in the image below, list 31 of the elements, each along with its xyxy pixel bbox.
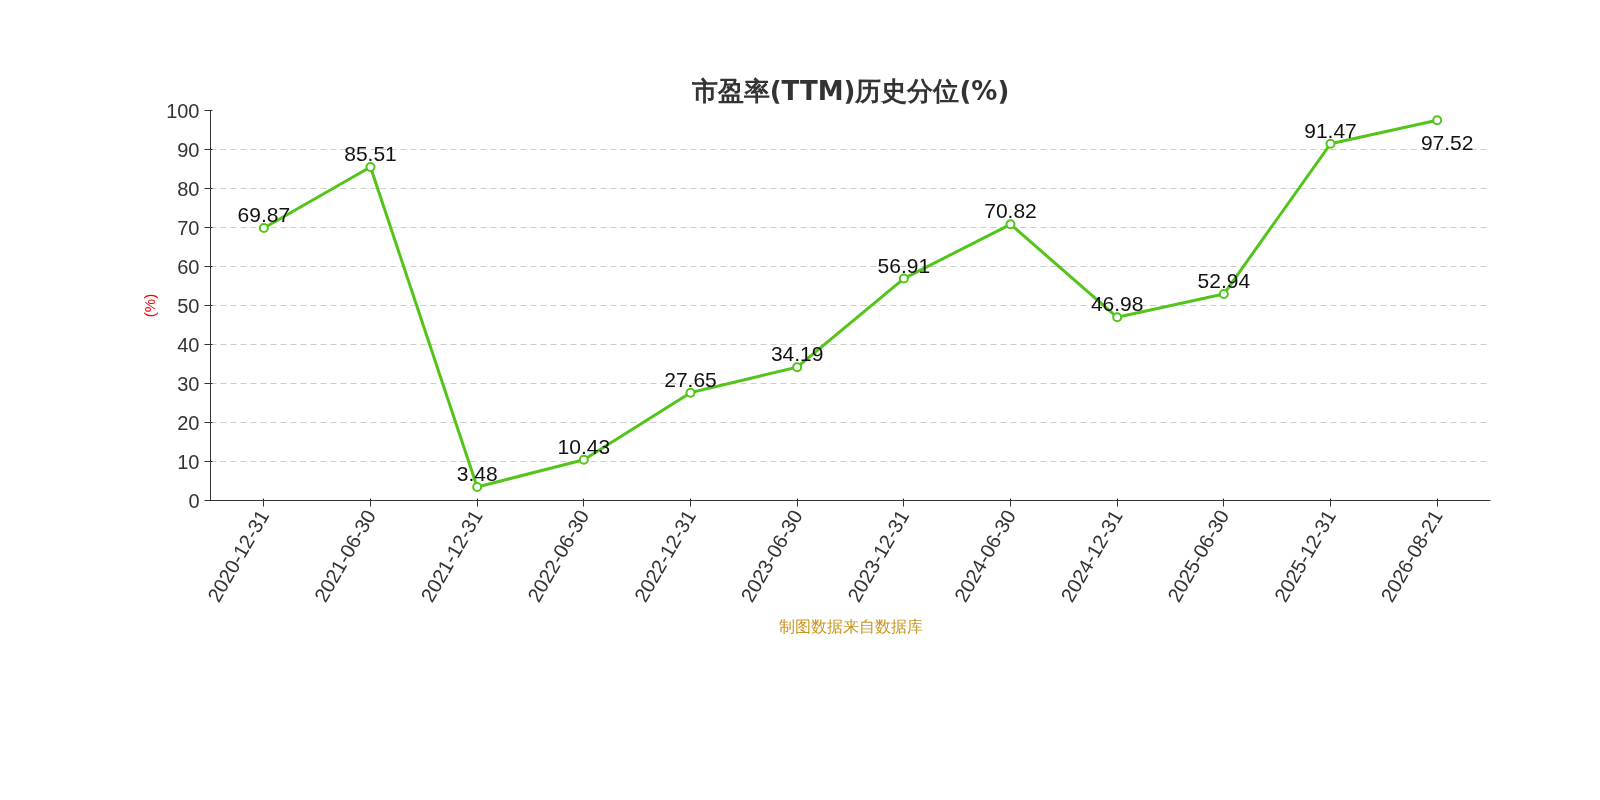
data-label: 56.91 <box>877 253 931 277</box>
y-tick-label: 90 <box>177 138 200 161</box>
y-tick-label: 80 <box>177 177 200 200</box>
y-tick-label: 20 <box>177 411 200 434</box>
data-label: 69.87 <box>237 203 291 227</box>
data-label: 27.65 <box>664 367 717 391</box>
point <box>1218 289 1229 300</box>
y-axis-title: (%) <box>141 293 159 318</box>
point <box>1005 219 1016 230</box>
point <box>792 362 803 373</box>
point <box>898 273 909 284</box>
y-tick-label: 30 <box>177 372 200 395</box>
point <box>685 387 696 398</box>
point <box>1325 138 1336 149</box>
data-label: 97.52 <box>1420 131 1474 155</box>
chart-title: 市盈率(TTM)历史分位(%) <box>690 75 1010 106</box>
text: 制图数据来自数据库 <box>778 617 923 635</box>
data-label: 70.82 <box>984 199 1037 223</box>
data-label: 91.47 <box>1304 118 1357 142</box>
y-tick-label: 10 <box>177 450 200 473</box>
point <box>1432 115 1443 126</box>
point <box>1112 312 1123 323</box>
y-tick-label: 60 <box>177 255 200 278</box>
y-tick-label: 50 <box>177 294 200 317</box>
point <box>365 162 376 172</box>
y-tick-label: 100 <box>166 99 200 122</box>
y-tick-label: 70 <box>177 216 200 239</box>
point <box>258 223 269 233</box>
y-tick-label: 0 <box>188 489 200 512</box>
data-label: 85.51 <box>344 142 397 166</box>
y-tick-label: 40 <box>177 333 200 356</box>
